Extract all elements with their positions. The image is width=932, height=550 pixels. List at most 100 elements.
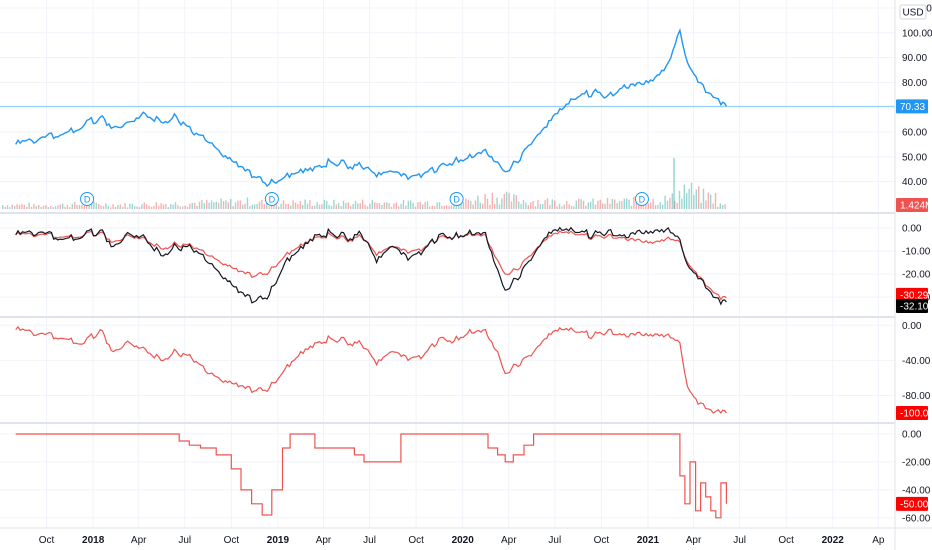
volume-bar — [162, 204, 165, 209]
volume-bar — [561, 206, 563, 209]
volume-bar — [76, 205, 78, 209]
volume-bar — [311, 206, 313, 209]
volume-bar — [107, 205, 109, 209]
dividend-marker[interactable]: D — [264, 192, 279, 206]
volume-bar — [71, 203, 73, 209]
volume-bar — [594, 204, 597, 209]
volume-bar — [134, 206, 136, 209]
volume-bar — [122, 206, 124, 209]
volume-bar — [299, 201, 301, 209]
price-scale[interactable]: 110.00100.0090.0080.0070.0060.0050.0040.… — [896, 4, 932, 525]
volume-bar — [6, 205, 9, 209]
time-scale[interactable]: Oct 2018 Apr Jul Oct 2019 Apr Jul Oct 2020 Apr Jul O… — [39, 535, 885, 546]
svg-text:1.424M: 1.424M — [900, 201, 932, 212]
volume-bar — [208, 202, 210, 209]
volume-bar — [340, 206, 342, 209]
x-tick-label: 2018 — [82, 535, 105, 546]
volume-bar — [2, 205, 4, 209]
volume-bar — [155, 202, 157, 209]
volume-bar — [54, 206, 57, 209]
volume-bar — [321, 204, 323, 209]
volume-bar — [69, 207, 71, 209]
volume-bar — [117, 205, 119, 209]
x-tick-label: Oct — [408, 535, 424, 546]
indicator-3-line[interactable] — [15, 433, 727, 519]
volume-bar — [414, 206, 417, 209]
volume-bar — [712, 203, 714, 209]
volume-badge: 1.424M — [896, 198, 932, 212]
volume-bar — [438, 202, 441, 209]
svg-text:70.33: 70.33 — [900, 102, 925, 113]
x-tick-label: Oct — [39, 535, 55, 546]
volume-bar — [590, 201, 592, 209]
volume-bar — [28, 202, 30, 209]
indicator-1-black-line[interactable] — [15, 226, 727, 306]
volume-bar — [314, 205, 316, 209]
dividend-marker[interactable]: D — [449, 192, 464, 206]
volume-bar — [4, 207, 6, 209]
volume-bar — [585, 205, 587, 209]
volume-bar — [666, 200, 669, 209]
volume-bar — [119, 204, 121, 209]
volume-bar — [374, 202, 376, 209]
volume-bar — [191, 202, 193, 209]
volume-bar — [426, 201, 429, 209]
indicator-1-red-badge: -30.29 — [896, 287, 929, 302]
volume-bar — [285, 203, 287, 209]
y-tick-label: 50.00 — [902, 152, 927, 163]
volume-bar — [270, 203, 273, 209]
volume-bar — [165, 204, 167, 209]
volume-bar — [465, 198, 467, 209]
volume-bar — [246, 197, 249, 209]
volume-bar — [546, 198, 549, 209]
volume-bar — [302, 204, 304, 209]
volume-bar — [688, 188, 690, 209]
svg-text:D: D — [269, 195, 276, 205]
volume-bar — [359, 203, 361, 209]
volume-bar — [642, 203, 645, 209]
indicator-1-red-line[interactable] — [15, 230, 727, 301]
volume-bar — [717, 207, 719, 209]
volume-bar — [609, 203, 611, 209]
volume-bar — [669, 197, 671, 209]
volume-bar — [141, 204, 143, 209]
volume-bar — [196, 206, 198, 209]
volume-bar — [417, 202, 419, 209]
volume-bar — [198, 201, 201, 209]
dividend-marker[interactable]: D — [634, 192, 649, 206]
currency-label[interactable]: USD — [899, 4, 927, 20]
volume-bar — [494, 204, 496, 209]
volume-bar — [395, 202, 397, 209]
volume-bar — [14, 206, 16, 209]
price-line[interactable] — [15, 27, 728, 188]
volume-bar — [383, 202, 385, 209]
volume-bar — [388, 203, 390, 209]
volume-bar — [330, 205, 333, 209]
x-tick-label: Ap — [872, 535, 885, 546]
volume-bar — [467, 199, 469, 209]
volume-bar — [160, 203, 162, 209]
indicator-2-line[interactable] — [15, 325, 727, 415]
volume-bar — [179, 206, 181, 209]
volume-bar — [189, 203, 191, 209]
volume-bar — [501, 198, 503, 209]
volume-bar — [328, 204, 330, 209]
volume-bar — [398, 206, 400, 209]
volume-bar — [201, 199, 203, 209]
volume-bar — [306, 203, 309, 209]
volume-bar — [710, 194, 712, 209]
volume-bar — [573, 206, 575, 209]
volume-bar — [42, 205, 45, 209]
volume-bar — [292, 200, 294, 209]
dividend-marker[interactable]: D — [80, 192, 95, 206]
volume-bar — [393, 203, 395, 209]
y-tick-label: -10.00 — [902, 247, 931, 258]
volume-bar — [100, 205, 102, 209]
y-tick-label: -60.00 — [902, 513, 931, 524]
volume-bar — [50, 206, 52, 209]
volume-bar — [489, 204, 491, 209]
volume-bar — [124, 202, 126, 209]
y-tick-label: -80.00 — [902, 391, 931, 402]
